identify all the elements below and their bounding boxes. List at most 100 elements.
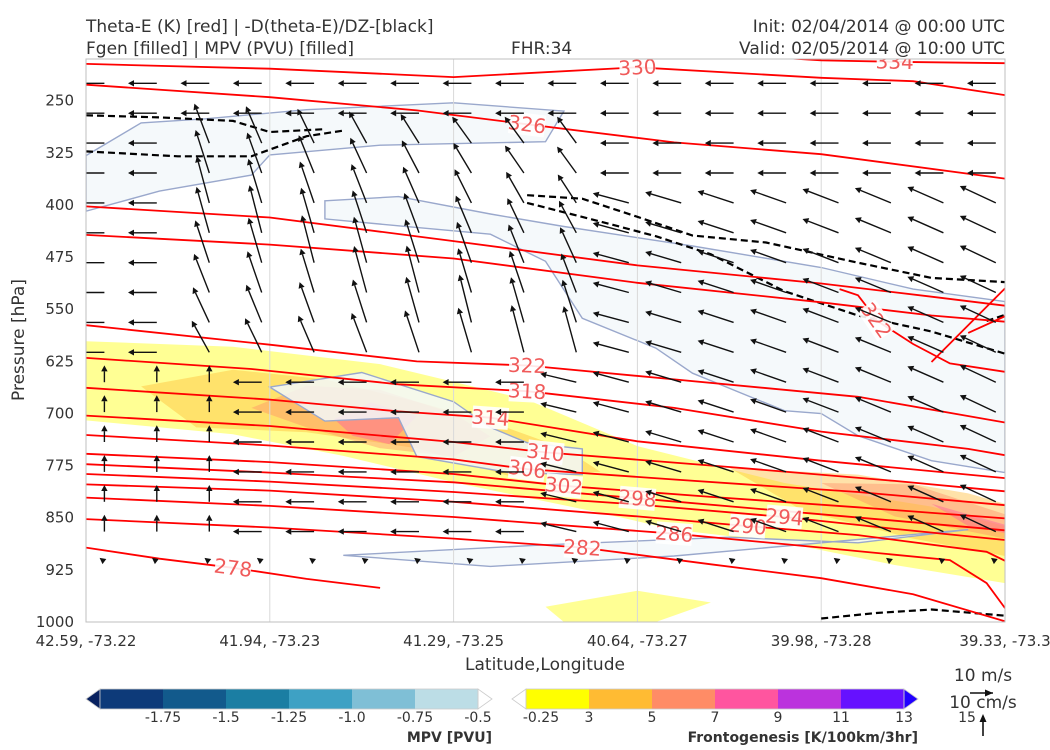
wind-vector-head xyxy=(508,250,515,258)
wind-vector xyxy=(512,310,525,353)
wind-vector-head xyxy=(285,110,292,117)
wind-vector-head xyxy=(600,110,606,117)
wind-vector-head xyxy=(76,110,82,116)
wind-vector-head xyxy=(309,557,316,565)
y-tick-label: 850 xyxy=(45,509,74,527)
wind-vector xyxy=(406,224,420,263)
wind-vector-head xyxy=(854,336,862,343)
wind-vector xyxy=(755,490,787,503)
wind-vector-head xyxy=(697,518,705,525)
wind-vector-head xyxy=(557,116,564,124)
wind-vector xyxy=(598,373,629,383)
wind-vector-head xyxy=(76,230,82,236)
y-axis-ticks: 250 325 400 475 550 625 700 775 850 925 1000 xyxy=(36,92,74,631)
wind-vector-head xyxy=(404,276,411,284)
theta-e-label-background xyxy=(563,535,602,560)
theta-e-label-background xyxy=(618,59,656,80)
wind-vector xyxy=(598,463,629,473)
wind-vector-head xyxy=(390,498,397,505)
wind-vector-head xyxy=(495,110,502,117)
wind-vector xyxy=(703,371,734,383)
wind-vector-head xyxy=(404,219,411,226)
wind-vector-head xyxy=(128,349,134,356)
wind-vector-head xyxy=(456,307,464,315)
wind-vector-head xyxy=(959,365,967,371)
theta-e-label: 278 xyxy=(213,554,254,582)
wind-vector-head xyxy=(206,395,213,402)
wind-vector-head xyxy=(781,557,788,565)
wind-vector-head xyxy=(600,80,606,87)
wind-vector xyxy=(353,195,368,234)
wind-key-vertical-label: 10 cm/s xyxy=(949,693,1017,713)
wind-vector-head xyxy=(285,80,292,87)
theta-e-contour xyxy=(967,315,1005,334)
wind-vector xyxy=(650,193,682,204)
wind-vector-head xyxy=(337,468,344,476)
wind-vector-head xyxy=(285,528,292,535)
wind-vector xyxy=(509,203,525,234)
wind-vector-head xyxy=(907,515,915,522)
wind-vector-head xyxy=(854,187,862,194)
wind-vector-head xyxy=(571,557,579,565)
frontogenesis-region xyxy=(545,590,711,622)
wind-vector-head xyxy=(510,305,517,312)
wind-vector-head xyxy=(854,486,862,493)
colorbar-tick-label: 15 xyxy=(958,710,976,726)
wind-vector xyxy=(563,285,577,323)
wind-vector-head xyxy=(652,80,659,87)
wind-vector xyxy=(301,166,315,204)
wind-vector-head xyxy=(959,215,967,222)
wind-vector-head xyxy=(704,139,711,147)
wind-vector-head xyxy=(802,188,810,195)
wind-vector-head xyxy=(285,438,292,446)
colorbar-band xyxy=(841,689,904,709)
colorbar-tick-label: 13 xyxy=(895,710,913,726)
wind-vector-head xyxy=(862,110,869,117)
wind-vector-head xyxy=(854,247,862,254)
wind-vector-head xyxy=(907,306,915,312)
theta-e-label-group: 282 xyxy=(562,534,602,561)
wind-vector-head xyxy=(959,245,967,252)
wind-vector xyxy=(248,137,263,174)
wind-vector xyxy=(755,520,787,533)
wind-vector xyxy=(912,248,944,264)
x-axis-ticks: 42.59, -73.22 41.94, -73.23 41.29, -73.25 4… xyxy=(36,632,1050,650)
theta-e-label: 326 xyxy=(507,110,548,139)
wind-vector-head xyxy=(697,459,705,465)
theta-e-label-group: 298 xyxy=(617,485,657,512)
wind-vector xyxy=(405,198,420,234)
wind-vector-head xyxy=(557,174,564,182)
wind-vector xyxy=(197,161,210,204)
wind-vector xyxy=(561,232,577,263)
wind-vector-head xyxy=(645,400,652,407)
wind-vector-head xyxy=(802,277,810,284)
wind-vector-head xyxy=(854,217,862,224)
wind-vector-head xyxy=(297,315,304,323)
wind-vector xyxy=(545,434,577,443)
wind-vector-head xyxy=(809,169,816,177)
colorbar-tick-label: 7 xyxy=(711,710,720,726)
wind-vector xyxy=(598,283,629,294)
wind-vector-head xyxy=(938,557,946,565)
colorbar-tick-label: 11 xyxy=(832,710,850,726)
wind-vector xyxy=(703,282,734,294)
wind-vector xyxy=(598,522,629,533)
theta-e-label-group: 322 xyxy=(508,353,547,378)
wind-vector xyxy=(964,427,997,443)
wind-vector-head xyxy=(390,438,397,446)
wind-vector xyxy=(460,280,473,323)
wind-vector-head xyxy=(128,229,134,236)
wind-vector-head xyxy=(592,371,600,378)
wind-vector-head xyxy=(206,485,213,491)
wind-key-horizontal-arrowhead xyxy=(985,689,993,697)
wind-vector-head xyxy=(153,365,160,372)
wind-vector-head xyxy=(507,224,514,232)
wind-vector-head xyxy=(299,248,306,256)
wind-vector-head xyxy=(854,516,862,523)
wind-vector-head xyxy=(414,557,421,565)
wind-vector-head xyxy=(854,366,862,373)
wind-vector xyxy=(560,150,577,174)
wind-vector-head xyxy=(802,487,810,494)
wind-vector-head xyxy=(750,398,757,405)
y-tick-label: 925 xyxy=(45,561,74,579)
